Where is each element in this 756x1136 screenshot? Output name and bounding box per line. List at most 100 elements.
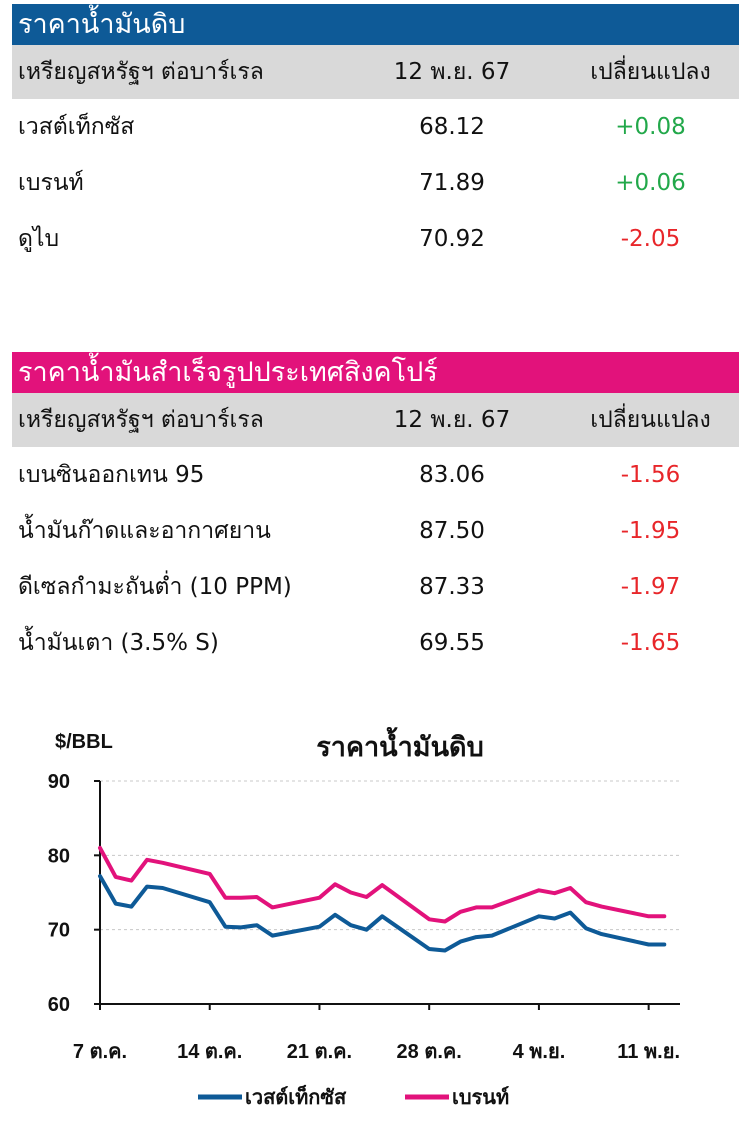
data-point xyxy=(333,913,337,917)
price-value: 69.55 xyxy=(419,630,485,656)
y-axis-unit-label: $/BBL xyxy=(55,731,113,753)
table-row: เบรนท์ 71.89 +0.06 xyxy=(12,155,739,211)
data-point xyxy=(223,896,227,900)
data-point xyxy=(145,858,149,862)
data-point xyxy=(553,891,557,895)
data-point xyxy=(98,874,102,878)
data-point xyxy=(380,883,384,887)
change-value: -1.56 xyxy=(620,462,681,488)
header-change: เปลี่ยนแปลง xyxy=(590,59,711,85)
price-value: 83.06 xyxy=(419,462,485,488)
data-point xyxy=(333,882,337,886)
price-value: 70.92 xyxy=(419,226,485,252)
data-point xyxy=(349,923,353,927)
data-point xyxy=(568,886,572,890)
product-name: น้ำมันก๊าดและอากาศยาน xyxy=(18,518,271,544)
x-tick-label: 21 ต.ค. xyxy=(287,1041,352,1063)
change-value: -1.65 xyxy=(620,630,681,656)
product-name: เบนซินออกเทน 95 xyxy=(18,462,205,488)
crude-oil-header-row: เหรียญสหรัฐฯ ต่อบาร์เรล 12 พ.ย. 67 เปลี่… xyxy=(12,45,739,99)
table-row: ดีเซลกำมะถันต่ำ (10 PPM) 87.33 -1.97 xyxy=(12,559,739,615)
chart-svg: $/BBL ราคาน้ำมันดิบ 60 70 80 90 7 ต.ค. 14 ต.ค… xyxy=(48,726,680,1109)
header-unit: เหรียญสหรัฐฯ ต่อบาร์เรล xyxy=(18,59,264,85)
data-point xyxy=(98,846,102,850)
data-point xyxy=(380,914,384,918)
crude-oil-table: ราคาน้ำมันดิบ เหรียญสหรัฐฯ ต่อบาร์เรล 12… xyxy=(12,4,739,267)
data-point xyxy=(537,914,541,918)
data-point xyxy=(161,886,165,890)
price-value: 87.33 xyxy=(419,574,485,600)
data-point xyxy=(647,943,651,947)
data-point xyxy=(114,902,118,906)
y-tick-label: 60 xyxy=(48,994,70,1016)
data-point xyxy=(145,885,149,889)
data-point xyxy=(208,872,212,876)
change-value: -1.95 xyxy=(620,518,681,544)
change-value: +0.06 xyxy=(615,170,686,196)
x-tick-label: 28 ต.ค. xyxy=(397,1041,462,1063)
data-point xyxy=(662,914,666,918)
table-row: ดูไบ 70.92 -2.05 xyxy=(12,211,739,267)
x-tick-label: 11 พ.ย. xyxy=(617,1041,680,1063)
product-name: ดูไบ xyxy=(18,226,60,252)
product-name: เบรนท์ xyxy=(18,170,84,196)
data-point xyxy=(568,911,572,915)
data-point xyxy=(129,905,133,909)
data-point xyxy=(427,947,431,951)
header-date: 12 พ.ย. 67 xyxy=(393,59,511,85)
data-point xyxy=(364,928,368,932)
y-tick-label: 90 xyxy=(48,771,70,793)
chart-title: ราคาน้ำมันดิบ xyxy=(316,726,483,762)
header-date: 12 พ.ย. 67 xyxy=(393,407,511,433)
data-point xyxy=(443,919,447,923)
y-tick-label: 70 xyxy=(48,920,70,942)
data-point xyxy=(600,932,604,936)
table-row: น้ำมันเตา (3.5% S) 69.55 -1.65 xyxy=(12,615,739,671)
data-point xyxy=(114,875,118,879)
data-point xyxy=(459,940,463,944)
change-value: -2.05 xyxy=(620,226,681,252)
data-point xyxy=(364,895,368,899)
data-point xyxy=(317,925,321,929)
x-tick-label: 4 พ.ย. xyxy=(513,1041,566,1063)
data-point xyxy=(474,905,478,909)
refined-oil-header-row: เหรียญสหรัฐฯ ต่อบาร์เรล 12 พ.ย. 67 เปลี่… xyxy=(12,393,739,447)
data-point xyxy=(553,917,557,921)
change-value: +0.08 xyxy=(615,114,686,140)
data-point xyxy=(208,900,212,904)
data-point xyxy=(537,888,541,892)
product-name: เวสต์เท็กซัส xyxy=(18,114,135,140)
data-point xyxy=(490,905,494,909)
data-point xyxy=(600,905,604,909)
table-row: เวสต์เท็กซัส 68.12 +0.08 xyxy=(12,99,739,155)
data-point xyxy=(490,934,494,938)
data-point xyxy=(427,917,431,921)
x-tick-label: 7 ต.ค. xyxy=(73,1041,127,1063)
data-point xyxy=(129,879,133,883)
product-name: น้ำมันเตา (3.5% S) xyxy=(18,630,219,656)
change-value: -1.97 xyxy=(620,574,681,600)
table-row: น้ำมันก๊าดและอากาศยาน 87.50 -1.95 xyxy=(12,503,739,559)
price-value: 68.12 xyxy=(419,114,485,140)
y-tick-label: 80 xyxy=(48,845,70,867)
price-value: 71.89 xyxy=(419,170,485,196)
data-point xyxy=(584,900,588,904)
header-change: เปลี่ยนแปลง xyxy=(590,407,711,433)
data-point xyxy=(349,891,353,894)
data-point xyxy=(317,896,321,900)
legend-label: เวสต์เท็กซัส xyxy=(245,1084,347,1109)
data-point xyxy=(443,948,447,952)
data-point xyxy=(459,910,463,914)
product-name: ดีเซลกำมะถันต่ำ (10 PPM) xyxy=(18,574,292,600)
data-point xyxy=(662,943,666,947)
data-point xyxy=(239,896,243,900)
crude-oil-title: ราคาน้ำมันดิบ xyxy=(12,4,739,45)
price-value: 87.50 xyxy=(419,518,485,544)
data-point xyxy=(270,934,274,938)
crude-oil-price-chart: $/BBL ราคาน้ำมันดิบ 60 70 80 90 7 ต.ค. 14 ต.ค… xyxy=(0,712,756,1136)
refined-oil-table: ราคาน้ำมันสำเร็จรูปประเทศสิงคโปร์ เหรียญ… xyxy=(12,352,739,671)
x-tick-label: 14 ต.ค. xyxy=(177,1041,242,1063)
data-point xyxy=(161,861,165,865)
data-point xyxy=(255,923,259,927)
data-point xyxy=(223,925,227,929)
